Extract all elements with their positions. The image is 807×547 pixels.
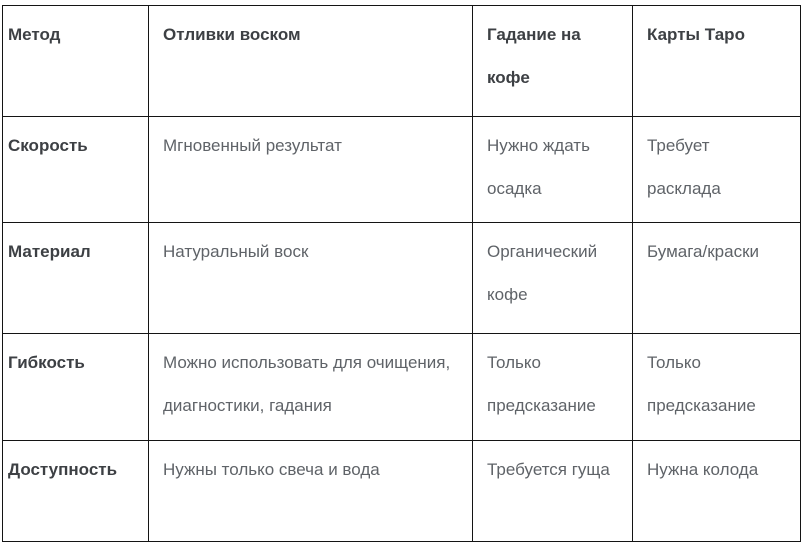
table-cell: Требуется гуща — [472, 440, 633, 542]
row-label-material: Материал — [2, 222, 149, 334]
row-label-accessibility: Доступность — [2, 440, 149, 542]
table-row: Материал Натуральный воск Органический к… — [2, 222, 801, 334]
table-cell: Нужна колода — [632, 440, 801, 542]
column-header-tarot: Карты Таро — [632, 5, 801, 117]
table-cell: Мгновенный результат — [148, 116, 473, 223]
table-row: Скорость Мгновенный результат Нужно ждат… — [2, 116, 801, 223]
table-cell: Натуральный воск — [148, 222, 473, 334]
table-cell: Только предсказание — [632, 333, 801, 441]
row-label-flexibility: Гибкость — [2, 333, 149, 441]
column-header-coffee: Гадание на кофе — [472, 5, 633, 117]
comparison-table: Метод Отливки воском Гадание на кофе Кар… — [2, 5, 801, 542]
table-header-row: Метод Отливки воском Гадание на кофе Кар… — [2, 5, 801, 117]
table-cell: Нужны только свеча и вода — [148, 440, 473, 542]
column-header-wax: Отливки воском — [148, 5, 473, 117]
column-header-method: Метод — [2, 5, 149, 117]
row-label-speed: Скорость — [2, 116, 149, 223]
table-cell: Можно использовать для очищения, диагнос… — [148, 333, 473, 441]
table-cell: Требует расклада — [632, 116, 801, 223]
table-cell: Только предсказание — [472, 333, 633, 441]
table-cell: Нужно ждать осадка — [472, 116, 633, 223]
table-cell: Органический кофе — [472, 222, 633, 334]
table-cell: Бумага/краски — [632, 222, 801, 334]
table-row: Доступность Нужны только свеча и вода Тр… — [2, 440, 801, 542]
table-row: Гибкость Можно использовать для очищения… — [2, 333, 801, 441]
